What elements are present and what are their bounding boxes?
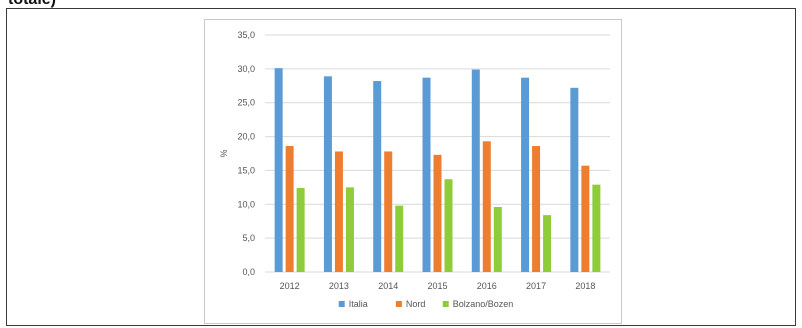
bar-nord-2012 (285, 146, 294, 272)
bar-bolzano-bozen-2018 (592, 184, 601, 272)
bar-italia-2015 (422, 77, 431, 272)
y-tick-label: 10,0 (237, 199, 255, 209)
bar-italia-2013 (323, 76, 332, 272)
y-tick-label: 15,0 (237, 165, 255, 175)
x-tick-label: 2012 (280, 281, 300, 291)
bar-nord-2013 (334, 151, 343, 272)
x-tick-label: 2014 (378, 281, 398, 291)
bar-italia-2014 (373, 81, 382, 272)
legend-swatch (395, 301, 402, 307)
bar-italia-2018 (570, 87, 579, 273)
y-tick-label: 25,0 (237, 98, 255, 108)
x-tick-label: 2018 (575, 281, 595, 291)
bar-italia-2016 (471, 69, 480, 272)
figure-caption-fragment: totale) (8, 0, 56, 9)
legend-swatch (442, 301, 449, 307)
bar-bolzano-bozen-2017 (543, 215, 552, 272)
bar-italia-2012 (274, 68, 283, 273)
bar-nord-2017 (532, 146, 541, 272)
y-tick-label: 30,0 (237, 64, 255, 74)
x-tick-label: 2016 (477, 281, 497, 291)
legend-label: Nord (406, 299, 426, 309)
x-tick-label: 2013 (329, 281, 349, 291)
bar-italia-2017 (521, 77, 530, 272)
bar-bolzano-bozen-2016 (493, 206, 502, 272)
y-tick-label: 20,0 (237, 132, 255, 142)
x-tick-label: 2017 (526, 281, 546, 291)
y-axis-label: % (219, 149, 229, 157)
y-tick-label: 35,0 (237, 30, 255, 40)
bar-nord-2018 (581, 165, 590, 272)
chart-area: 0,0 5,0 10,0 15,0 20,0 25,0 30,0 35,0% 2012 2013 2… (204, 19, 622, 324)
bar-chart: 0,0 5,0 10,0 15,0 20,0 25,0 30,0 35,0% 2012 2013 2… (219, 30, 610, 309)
legend-label: Italia (349, 299, 368, 309)
figure-frame: 0,0 5,0 10,0 15,0 20,0 25,0 30,0 35,0% 2012 2013 2… (6, 8, 796, 326)
bar-nord-2014 (384, 151, 393, 272)
y-tick-label: 0,0 (242, 267, 255, 277)
x-tick-label: 2015 (427, 281, 447, 291)
bar-nord-2016 (482, 141, 491, 272)
legend-label: Bolzano/Bozen (453, 299, 514, 309)
legend-swatch (338, 301, 345, 307)
bar-nord-2015 (433, 154, 442, 272)
bar-bolzano-bozen-2012 (296, 188, 305, 272)
bar-bolzano-bozen-2014 (395, 205, 404, 272)
bar-bolzano-bozen-2015 (444, 179, 453, 272)
bar-bolzano-bozen-2013 (345, 187, 354, 272)
y-tick-label: 5,0 (242, 233, 255, 243)
